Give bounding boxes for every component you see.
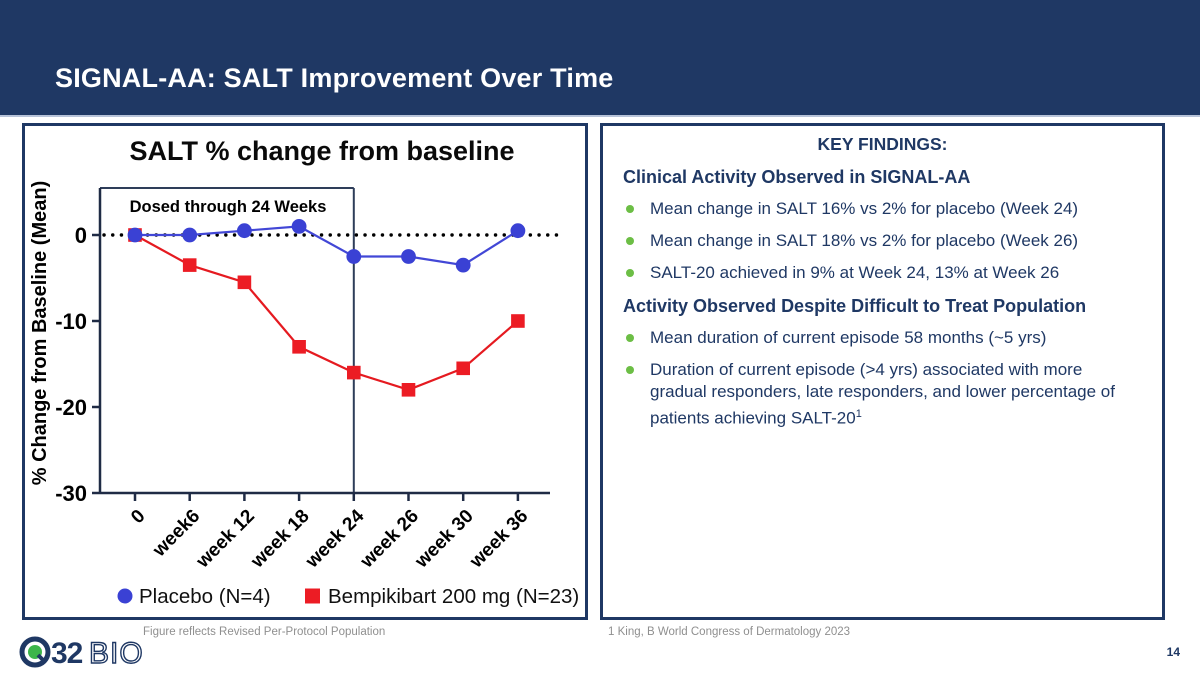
finding-bullet-text: SALT-20 achieved in 9% at Week 24, 13% a… (650, 263, 1060, 282)
bempikibart-data-point (237, 275, 252, 290)
placebo-data-point (182, 227, 198, 243)
placebo-data-point (455, 257, 471, 273)
x-tick-label: week 30 (411, 506, 478, 573)
key-findings-panel: KEY FINDINGS: Clinical Activity Observed… (600, 123, 1165, 620)
figure-footnote: Figure reflects Revised Per-Protocol Pop… (143, 626, 386, 638)
finding-bullet-text: Duration of current episode (>4 yrs) ass… (650, 360, 1115, 428)
findings-section-heading: Clinical Activity Observed in SIGNAL-AA (623, 167, 971, 187)
finding-bullet: SALT-20 achieved in 9% at Week 24, 13% a… (603, 262, 1130, 284)
finding-bullet: Mean duration of current episode 58 mont… (603, 327, 1130, 349)
finding-bullet: Duration of current episode (>4 yrs) ass… (603, 359, 1130, 430)
y-tick-label: -30 (55, 481, 87, 506)
bempikibart-data-point (456, 361, 470, 376)
y-tick-label: -20 (55, 395, 87, 420)
logo-suffix: BIO (89, 637, 143, 669)
placebo-data-point (346, 249, 362, 264)
bempikibart-data-point (182, 258, 197, 272)
bempikibart-data-point (347, 365, 361, 380)
bullet-dot-icon (626, 237, 634, 245)
salt-chart: SALT % change from baseline % Change fro… (29, 136, 579, 608)
x-tick-label: week 18 (247, 506, 314, 573)
finding-bullet: Mean change in SALT 16% vs 2% for placeb… (603, 198, 1130, 220)
x-tick-label: week 26 (356, 506, 423, 573)
logo-number: 32 (51, 637, 83, 669)
bullet-dot-icon (626, 205, 634, 213)
x-tick-label: 0 (127, 506, 149, 528)
reference-superscript: 1 (855, 408, 862, 420)
finding-bullet-text: Mean change in SALT 16% vs 2% for placeb… (650, 199, 1079, 218)
chart-legend: Placebo (N=4) Bempikibart 200 mg (N=23) (117, 585, 579, 608)
findings-section-heading: Activity Observed Despite Difficult to T… (623, 296, 1087, 316)
finding-bullet-text: Mean duration of current episode 58 mont… (650, 328, 1047, 347)
y-tick-label: 0 (75, 223, 87, 248)
bullet-dot-icon (626, 334, 634, 342)
reference-footnote: 1 King, B World Congress of Dermatology … (608, 626, 851, 638)
legend-bempikibart-marker-icon (305, 588, 320, 604)
header-band: SIGNAL-AA: SALT Improvement Over Time (0, 0, 1200, 117)
bempikibart-data-point (292, 340, 306, 354)
logo-q-tail-icon (36, 653, 45, 662)
x-tick-label: week 24 (301, 505, 368, 572)
bullet-dot-icon (626, 366, 634, 374)
y-tick-label: -10 (55, 309, 87, 334)
placebo-data-point (237, 223, 252, 239)
logo-q-ring-icon (19, 636, 51, 668)
findings-list: Mean change in SALT 16% vs 2% for placeb… (603, 198, 1162, 284)
page-number: 14 (1166, 645, 1180, 659)
key-findings-heading: KEY FINDINGS: (817, 134, 948, 154)
x-tick-label: week 12 (192, 506, 259, 573)
slide-title: SIGNAL-AA: SALT Improvement Over Time (55, 63, 614, 93)
finding-bullet: Mean change in SALT 18% vs 2% for placeb… (603, 230, 1130, 252)
bullet-dot-icon (626, 269, 634, 277)
chart-title: SALT % change from baseline (129, 136, 514, 166)
legend-placebo-label: Placebo (N=4) (139, 585, 271, 608)
legend-bempikibart-label: Bempikibart 200 mg (N=23) (328, 585, 579, 608)
placebo-data-point (401, 249, 416, 264)
placebo-series-line (135, 225, 519, 267)
placebo-data-point (127, 227, 143, 243)
key-findings-sections: Clinical Activity Observed in SIGNAL-AA M… (603, 167, 1162, 430)
chart-panel: SALT % change from baseline % Change fro… (22, 123, 588, 620)
bempikibart-data-point (511, 314, 525, 328)
x-tick-label: week 36 (465, 506, 532, 573)
bempikibart-series-line (134, 234, 519, 391)
placebo-data-point (291, 219, 307, 234)
q32-bio-logo: 32 BIO (19, 636, 143, 669)
dosed-annotation-label: Dosed through 24 Weeks (130, 198, 327, 216)
y-axis-label: % Change from Baseline (Mean) (29, 181, 51, 486)
placebo-data-point (510, 223, 526, 239)
finding-bullet-text: Mean change in SALT 18% vs 2% for placeb… (650, 231, 1079, 250)
bempikibart-data-point (401, 383, 416, 397)
findings-list: Mean duration of current episode 58 mont… (603, 327, 1162, 430)
legend-placebo-marker-icon (117, 588, 133, 604)
